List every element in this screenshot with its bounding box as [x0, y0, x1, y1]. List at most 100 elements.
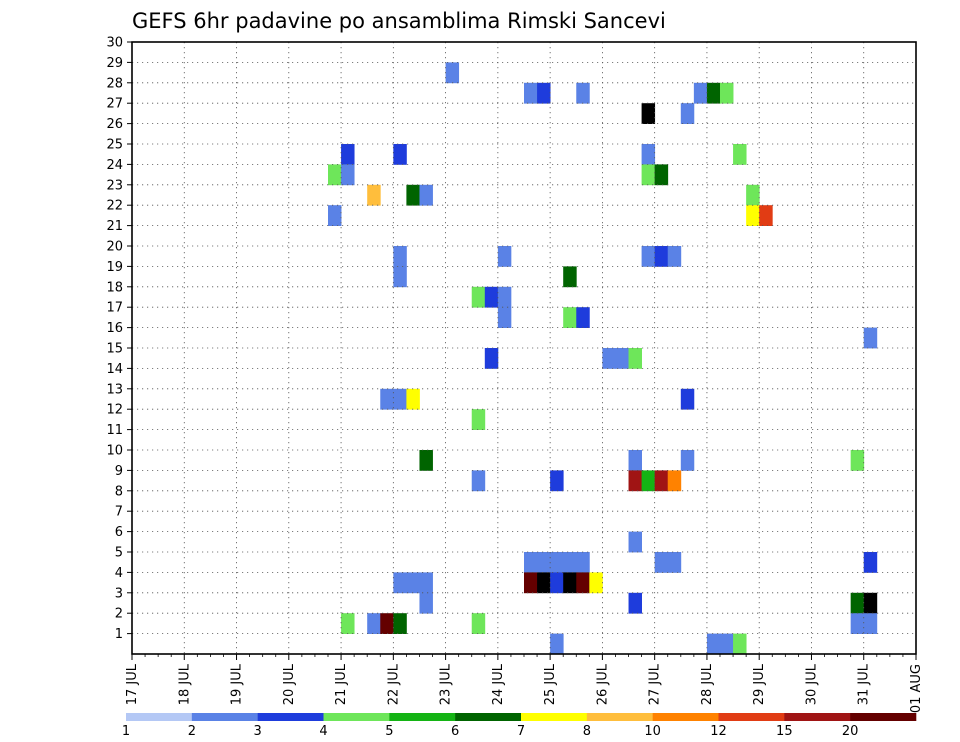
heatmap-cell: [445, 62, 460, 84]
heatmap-cell: [419, 450, 433, 471]
heatmap-cell: [524, 552, 538, 573]
heatmap-cell: [419, 184, 433, 206]
heatmap-cell: [563, 572, 577, 594]
x-tick-label: 21 JUL: [334, 663, 349, 705]
y-tick-label: 29: [106, 56, 123, 71]
x-tick-label: 19 JUL: [230, 663, 245, 705]
heatmap-cell: [680, 103, 695, 124]
heatmap-cell: [550, 633, 564, 654]
y-tick-label: 18: [106, 280, 123, 295]
heatmap-cell: [863, 327, 878, 349]
x-tick-label: 24 JUL: [491, 663, 506, 705]
heatmap-cell: [615, 348, 629, 369]
x-tick-label: 25 JUL: [543, 663, 558, 705]
colorbar-swatch: [389, 713, 456, 721]
x-tick-label: 27 JUL: [648, 663, 663, 705]
heatmap-cell: [484, 286, 499, 308]
heatmap-cell: [641, 103, 656, 124]
heatmap-cell: [576, 572, 590, 594]
heatmap-cell: [393, 388, 407, 410]
heatmap-cell: [537, 572, 551, 594]
colorbar-label: 5: [385, 724, 393, 739]
heatmap-cell: [706, 82, 721, 104]
heatmap-cell: [733, 633, 747, 654]
heatmap-cell: [393, 613, 407, 634]
colorbar-swatch: [455, 713, 522, 721]
heatmap-cell: [393, 144, 407, 165]
heatmap-cell: [850, 613, 865, 634]
y-tick-label: 28: [106, 76, 123, 91]
heatmap-cell: [484, 348, 499, 369]
heatmap-cell: [537, 552, 551, 573]
heatmap-cell: [863, 613, 878, 634]
colorbar-swatch: [784, 713, 851, 721]
colorbar-label: 8: [583, 724, 591, 739]
heatmap-cell: [680, 450, 695, 471]
colorbar-swatch: [257, 713, 324, 721]
heatmap-cell: [628, 450, 642, 471]
heatmap-cell: [419, 654, 432, 675]
heatmap-cell: [328, 164, 342, 186]
heatmap-cell: [654, 246, 669, 267]
y-tick-label: 6: [115, 525, 123, 540]
x-tick-label: 01 AUG: [909, 664, 924, 713]
heatmap-cell: [393, 246, 407, 267]
heatmap-cell: [563, 552, 577, 573]
heatmap-cell: [393, 266, 407, 288]
y-tick-label: 15: [106, 342, 123, 357]
colorbar-swatch: [586, 713, 653, 721]
heatmap-cell: [328, 205, 342, 226]
heatmap-cell: [406, 184, 420, 206]
colorbar-swatch: [652, 713, 719, 721]
heatmap-cell: [341, 164, 355, 186]
y-tick-label: 23: [106, 178, 123, 193]
y-tick-label: 25: [106, 138, 123, 153]
colorbar-label: 7: [517, 724, 525, 739]
heatmap-cell: [628, 348, 642, 369]
heatmap-cell: [550, 552, 564, 573]
x-tick-label: 30 JUL: [804, 663, 819, 705]
heatmap-cell: [850, 592, 865, 614]
heatmap-cell: [497, 286, 512, 308]
heatmap-cell: [406, 572, 420, 594]
heatmap-cell: [497, 307, 512, 328]
y-tick-label: 26: [106, 117, 123, 132]
y-tick-label: 17: [106, 301, 123, 316]
x-tick-label: 20 JUL: [282, 663, 297, 705]
y-tick-label: 11: [106, 423, 123, 438]
heatmap-cell: [667, 246, 682, 267]
y-tick-label: 30: [106, 36, 123, 51]
y-tick-label: 27: [106, 97, 123, 112]
heatmap-cell: [602, 348, 616, 369]
y-tick-label: 16: [106, 321, 123, 336]
heatmap-cell: [550, 572, 564, 594]
heatmap-cell: [419, 572, 433, 594]
heatmap-cell: [746, 184, 760, 206]
heatmap-cell: [667, 552, 682, 573]
colorbar-swatch: [521, 713, 588, 721]
heatmap-cell: [524, 82, 538, 104]
heatmap-cell: [380, 388, 394, 410]
y-tick-label: 10: [106, 444, 123, 459]
x-tick-label: 18 JUL: [177, 663, 192, 705]
colorbar-swatch: [191, 713, 258, 721]
y-tick-label: 2: [115, 607, 123, 622]
heatmap-cell: [706, 633, 721, 654]
heatmap-cell: [419, 592, 433, 614]
x-tick-label: 26 JUL: [595, 663, 610, 705]
y-tick-label: 8: [115, 484, 123, 499]
colorbar-label: 10: [644, 724, 661, 739]
heatmap-cell: [367, 613, 381, 634]
heatmap-cell: [641, 144, 656, 165]
heatmap-cell: [406, 388, 420, 410]
heatmap-cell: [589, 572, 603, 594]
heatmap-cell: [641, 246, 656, 267]
heatmap-cell: [471, 470, 486, 492]
colorbar-label: 4: [319, 724, 327, 739]
heatmap-cell: [863, 592, 878, 614]
heatmap-cell: [471, 613, 486, 634]
colorbar-swatch: [126, 713, 193, 721]
heatmap-cell: [628, 531, 642, 553]
heatmap-cell: [367, 184, 381, 206]
